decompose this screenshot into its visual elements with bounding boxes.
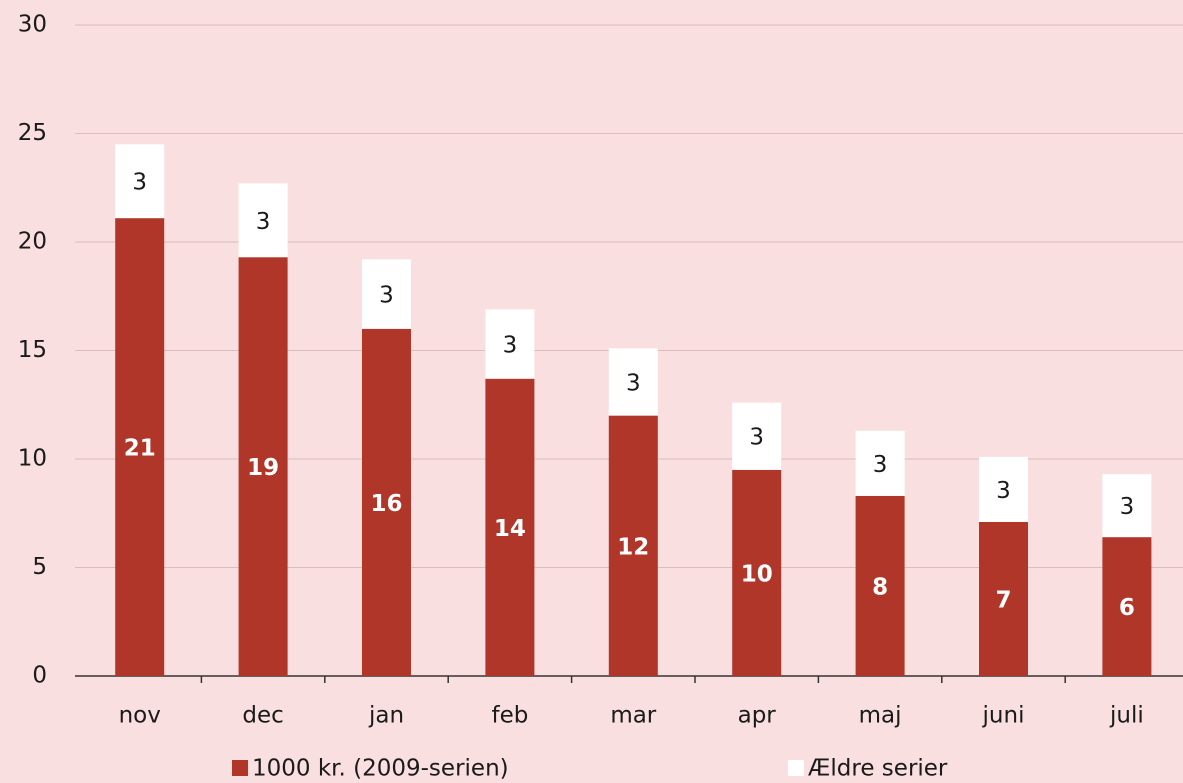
x-tick-label: juli [1109,703,1144,729]
bar-segment [608,415,658,676]
legend-swatch [788,760,804,776]
y-tick-label: 20 [18,229,47,255]
data-label: 3 [256,209,271,235]
bar-segment [238,183,288,258]
bar-segment [979,456,1028,522]
bar-segment [855,495,905,676]
y-tick-label: 15 [18,337,47,363]
bar-segment [1102,474,1152,538]
data-label: 14 [494,516,526,542]
data-label: 3 [626,370,641,396]
bar-segment [115,144,165,219]
data-label: 21 [124,436,156,462]
x-tick-label: jan [368,703,404,729]
x-tick-label: dec [242,703,283,729]
data-label: 3 [749,425,764,451]
x-tick-label: apr [738,703,777,729]
data-label: 10 [741,561,773,587]
bar-segment [855,430,905,496]
data-label: 3 [379,283,394,309]
bar-segment [362,328,411,676]
legend-label: 1000 kr. (2009-serien) [252,756,509,782]
bar-segment [732,402,782,470]
bar-segment [485,378,535,676]
bar-segment [362,259,411,329]
x-tick-label: maj [859,703,902,729]
data-label: 6 [1119,595,1135,621]
legend-swatch [232,760,248,776]
x-tick-label: nov [119,703,161,729]
y-tick-label: 10 [18,446,47,472]
data-label: 19 [247,455,279,481]
bar-segment [485,309,535,379]
bar-segment [732,469,782,676]
data-label: 3 [873,452,888,478]
data-label: 3 [132,170,147,196]
y-tick-label: 25 [18,120,47,146]
data-label: 8 [872,574,888,600]
data-label: 3 [503,332,518,358]
y-tick-label: 5 [32,554,47,580]
bar-segment [608,348,658,416]
y-tick-label: 0 [32,663,47,689]
legend-label: Ældre serier [808,756,948,782]
data-label: 3 [1120,494,1135,520]
bar-segment [1102,537,1152,676]
data-label: 12 [617,534,649,560]
y-tick-label: 30 [18,12,47,38]
bar-segment [238,257,288,676]
x-tick-label: mar [610,703,656,729]
x-tick-label: feb [491,703,528,729]
bar-segment [115,218,165,676]
bar-segment [979,521,1028,676]
x-tick-label: juni [982,703,1025,729]
data-label: 16 [370,491,402,517]
data-label: 3 [996,478,1011,504]
data-label: 7 [995,587,1011,613]
